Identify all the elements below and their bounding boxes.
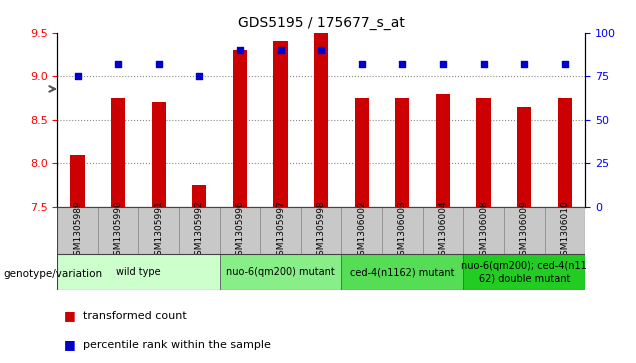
- Bar: [98, 207, 139, 254]
- Point: [357, 61, 367, 67]
- Point: [560, 61, 570, 67]
- Point: [73, 73, 83, 79]
- Text: genotype/variation: genotype/variation: [3, 269, 102, 279]
- Bar: [396, 98, 410, 207]
- Bar: [219, 254, 342, 290]
- Bar: [463, 207, 504, 254]
- Bar: [504, 207, 544, 254]
- Point: [235, 47, 245, 53]
- Bar: [558, 98, 572, 207]
- Point: [398, 61, 408, 67]
- Text: GSM1305990: GSM1305990: [114, 200, 123, 261]
- Bar: [463, 254, 585, 290]
- Bar: [139, 207, 179, 254]
- Point: [316, 47, 326, 53]
- Text: nuo-6(qm200) mutant: nuo-6(qm200) mutant: [226, 267, 335, 277]
- Text: ced-4(n1162) mutant: ced-4(n1162) mutant: [350, 267, 455, 277]
- Bar: [179, 207, 219, 254]
- Text: percentile rank within the sample: percentile rank within the sample: [83, 340, 270, 350]
- Point: [113, 61, 123, 67]
- Text: GSM1305989: GSM1305989: [73, 200, 82, 261]
- Bar: [301, 207, 342, 254]
- Bar: [111, 98, 125, 207]
- Text: GSM1305992: GSM1305992: [195, 200, 204, 261]
- Text: GSM1305996: GSM1305996: [235, 200, 244, 261]
- Point: [478, 61, 488, 67]
- Bar: [517, 107, 531, 207]
- Bar: [355, 98, 369, 207]
- Bar: [151, 102, 166, 207]
- Bar: [342, 207, 382, 254]
- Bar: [314, 33, 328, 207]
- Text: GSM1306010: GSM1306010: [560, 200, 569, 261]
- Bar: [260, 207, 301, 254]
- Bar: [57, 207, 98, 254]
- Bar: [476, 98, 491, 207]
- Text: nuo-6(qm200); ced-4(n11
62) double mutant: nuo-6(qm200); ced-4(n11 62) double mutan…: [461, 261, 587, 283]
- Text: GSM1306002: GSM1306002: [357, 200, 366, 261]
- Bar: [233, 50, 247, 207]
- Text: wild type: wild type: [116, 267, 161, 277]
- Title: GDS5195 / 175677_s_at: GDS5195 / 175677_s_at: [238, 16, 404, 30]
- Bar: [382, 207, 423, 254]
- Text: transformed count: transformed count: [83, 311, 186, 321]
- Text: ■: ■: [64, 338, 75, 351]
- Bar: [544, 207, 585, 254]
- Bar: [219, 207, 260, 254]
- Text: GSM1305991: GSM1305991: [155, 200, 163, 261]
- Point: [154, 61, 164, 67]
- Bar: [342, 254, 463, 290]
- Bar: [273, 41, 287, 207]
- Text: GSM1306004: GSM1306004: [438, 200, 448, 261]
- Bar: [192, 185, 207, 207]
- Point: [519, 61, 529, 67]
- Point: [194, 73, 204, 79]
- Bar: [57, 254, 219, 290]
- Bar: [71, 155, 85, 207]
- Text: ■: ■: [64, 309, 75, 322]
- Text: GSM1306009: GSM1306009: [520, 200, 529, 261]
- Bar: [423, 207, 463, 254]
- Text: GSM1305998: GSM1305998: [317, 200, 326, 261]
- Bar: [436, 94, 450, 207]
- Text: GSM1305997: GSM1305997: [276, 200, 285, 261]
- Point: [275, 47, 286, 53]
- Text: GSM1306003: GSM1306003: [398, 200, 407, 261]
- Text: GSM1306008: GSM1306008: [479, 200, 488, 261]
- Point: [438, 61, 448, 67]
